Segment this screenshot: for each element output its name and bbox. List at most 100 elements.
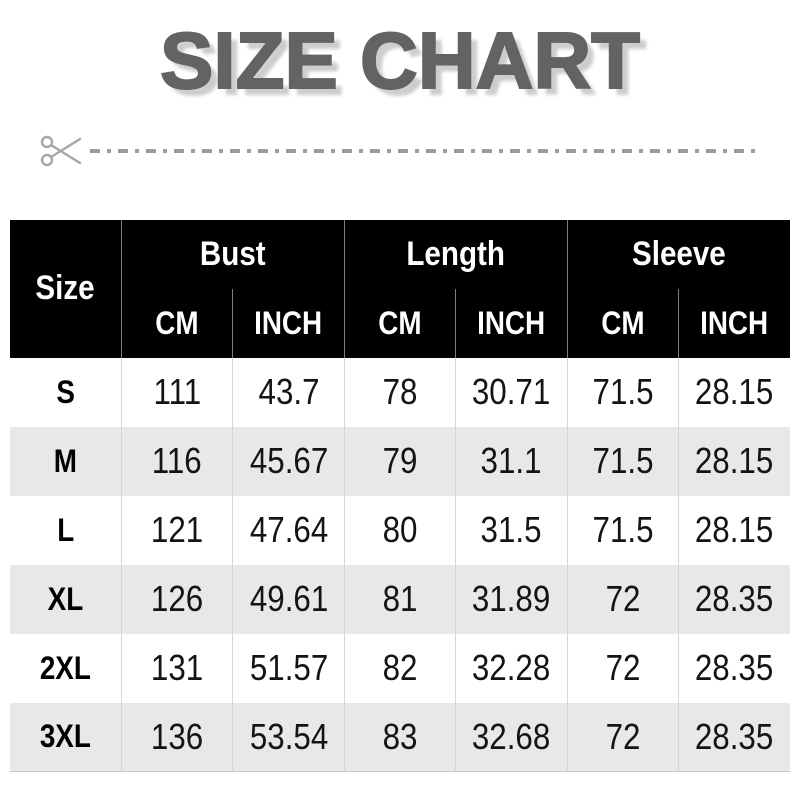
size-label-text: XL xyxy=(47,580,84,617)
cell-value: 49.61 xyxy=(249,578,328,620)
dashed-line xyxy=(90,148,755,153)
cell-bust-inch: 45.67 xyxy=(232,426,345,496)
table-row-m: M 116 45.67 79 31.1 71.5 28.15 xyxy=(10,426,790,496)
cell-length-cm: 79 xyxy=(343,426,456,496)
table-row-l: L 121 47.64 80 31.5 71.5 28.15 xyxy=(10,495,790,565)
table-body: S 111 43.7 78 30.71 71.5 28.15 M 116 45.… xyxy=(10,357,790,773)
scissors-icon xyxy=(40,135,82,166)
cell-sleeve-cm: 72 xyxy=(566,564,679,634)
cell-value: 78 xyxy=(382,371,418,413)
cell-length-inch: 30.71 xyxy=(455,357,568,427)
cell-length-cm: 82 xyxy=(343,633,456,703)
cell-length-cm: 83 xyxy=(343,702,456,773)
cell-bust-cm: 136 xyxy=(120,702,233,773)
size-chart-page: SIZE CHART Size Bust Length Sleeve CM IN… xyxy=(0,15,800,800)
size-table: Size Bust Length Sleeve CM INCH CM INCH … xyxy=(10,219,790,773)
cell-value: 83 xyxy=(382,715,418,757)
cell-value: 47.64 xyxy=(249,509,328,551)
cell-value: 71.5 xyxy=(592,371,654,413)
col-header-size: Size xyxy=(10,219,122,358)
cell-bust-inch: 43.7 xyxy=(232,357,345,427)
col-header-length-cm: CM xyxy=(343,288,456,358)
col-group-bust-label: Bust xyxy=(199,234,266,273)
col-group-sleeve-label: Sleeve xyxy=(631,234,726,273)
cell-value: 80 xyxy=(382,509,418,551)
cell-value: 136 xyxy=(150,715,204,757)
cell-sleeve-cm: 71.5 xyxy=(566,426,679,496)
cell-bust-cm: 126 xyxy=(120,564,233,634)
col-group-length-label: Length xyxy=(406,234,505,273)
cell-sleeve-inch: 28.15 xyxy=(678,426,790,496)
cell-sleeve-cm: 72 xyxy=(566,702,679,773)
cell-sleeve-inch: 28.35 xyxy=(678,633,790,703)
col-group-sleeve: Sleeve xyxy=(567,219,790,289)
cell-value: 72 xyxy=(605,715,641,757)
table-row-3xl: 3XL 136 53.54 83 32.68 72 28.35 xyxy=(10,702,790,773)
cell-value: 28.35 xyxy=(695,578,774,620)
cell-value: 71.5 xyxy=(592,509,654,551)
table-row-s: S 111 43.7 78 30.71 71.5 28.15 xyxy=(10,357,790,427)
cell-value: 111 xyxy=(153,371,201,413)
cell-value: 53.54 xyxy=(249,715,328,757)
cell-value: 45.67 xyxy=(249,440,328,482)
size-label-text: 3XL xyxy=(39,718,91,755)
cell-bust-inch: 49.61 xyxy=(232,564,345,634)
cell-length-inch: 31.1 xyxy=(455,426,568,496)
cell-bust-cm: 131 xyxy=(120,633,233,703)
unit-label: INCH xyxy=(254,304,323,341)
size-label: 2XL xyxy=(10,634,121,703)
cell-value: 72 xyxy=(605,647,641,689)
header-group-row: Size Bust Length Sleeve xyxy=(10,219,790,358)
cell-length-inch: 31.5 xyxy=(455,495,568,565)
cell-value: 51.57 xyxy=(249,647,328,689)
cell-bust-inch: 51.57 xyxy=(232,633,345,703)
cell-value: 126 xyxy=(150,578,204,620)
col-header-sleeve-cm: CM xyxy=(566,288,679,358)
col-header-bust-cm: CM xyxy=(121,288,233,358)
cell-length-inch: 32.28 xyxy=(455,633,568,703)
cell-value: 81 xyxy=(382,578,418,620)
size-label-text: M xyxy=(53,442,78,479)
cell-value: 31.89 xyxy=(472,578,551,620)
unit-label: INCH xyxy=(700,304,769,341)
cell-value: 28.15 xyxy=(695,440,774,482)
cell-value: 31.1 xyxy=(480,440,542,482)
cell-value: 116 xyxy=(152,440,203,482)
cell-sleeve-cm: 71.5 xyxy=(566,495,679,565)
size-label: XL xyxy=(10,565,121,634)
size-label: 3XL xyxy=(10,702,122,773)
unit-label: CM xyxy=(601,304,645,341)
cell-sleeve-inch: 28.35 xyxy=(678,564,790,634)
unit-label: CM xyxy=(378,304,422,341)
cell-value: 121 xyxy=(150,509,204,551)
col-group-length: Length xyxy=(344,219,568,289)
cell-length-cm: 80 xyxy=(343,495,456,565)
cell-bust-cm: 111 xyxy=(120,357,233,427)
cell-value: 32.68 xyxy=(472,715,551,757)
size-label: S xyxy=(10,358,121,427)
col-header-sleeve-inch: INCH xyxy=(678,288,790,358)
cell-value: 28.15 xyxy=(695,371,774,413)
cell-value: 43.7 xyxy=(258,371,320,413)
cell-sleeve-inch: 28.15 xyxy=(678,495,790,565)
size-label-text: S xyxy=(56,373,75,410)
unit-label: INCH xyxy=(477,304,546,341)
cell-sleeve-cm: 72 xyxy=(566,633,679,703)
header-unit-row: CM INCH CM INCH CM INCH xyxy=(10,288,790,358)
table-row-2xl: 2XL 131 51.57 82 32.28 72 28.35 xyxy=(10,633,790,703)
col-header-length-inch: INCH xyxy=(455,288,568,358)
cell-value: 72 xyxy=(605,578,641,620)
cell-value: 28.35 xyxy=(695,647,774,689)
cell-length-cm: 78 xyxy=(343,357,456,427)
size-label-text: 2XL xyxy=(39,649,91,686)
page-title: SIZE CHART xyxy=(159,15,641,106)
cut-line xyxy=(40,132,755,170)
cell-value: 28.15 xyxy=(695,509,774,551)
table-header: Size Bust Length Sleeve CM INCH CM INCH … xyxy=(10,219,790,358)
col-header-size-label: Size xyxy=(35,269,96,308)
cell-bust-inch: 47.64 xyxy=(232,495,345,565)
cell-length-cm: 81 xyxy=(343,564,456,634)
cell-bust-cm: 116 xyxy=(120,426,233,496)
col-header-bust-inch: INCH xyxy=(232,288,345,358)
cell-sleeve-cm: 71.5 xyxy=(566,357,679,427)
